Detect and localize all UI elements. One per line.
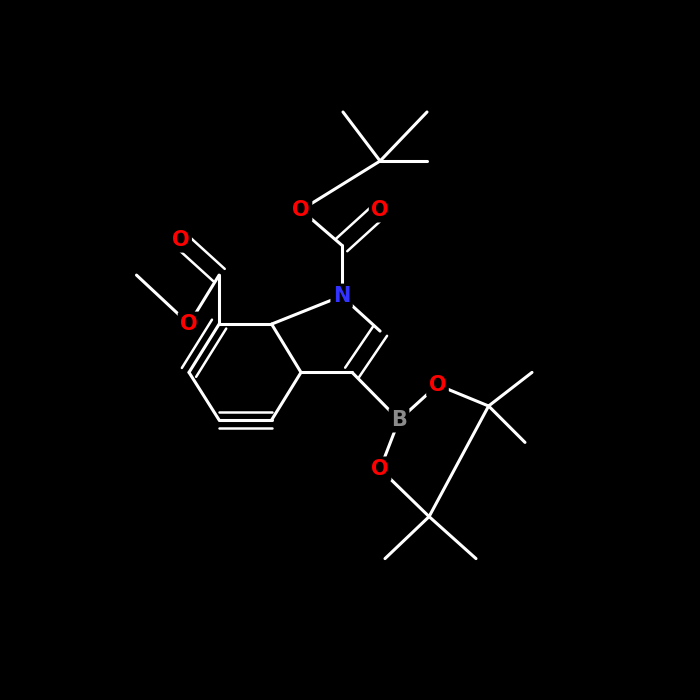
Text: O: O: [371, 200, 389, 220]
Text: N: N: [333, 286, 350, 306]
Text: B: B: [391, 410, 407, 430]
Text: O: O: [371, 459, 389, 479]
Text: O: O: [172, 230, 190, 250]
Text: O: O: [428, 375, 447, 395]
Text: O: O: [180, 314, 198, 334]
Text: O: O: [292, 200, 310, 220]
